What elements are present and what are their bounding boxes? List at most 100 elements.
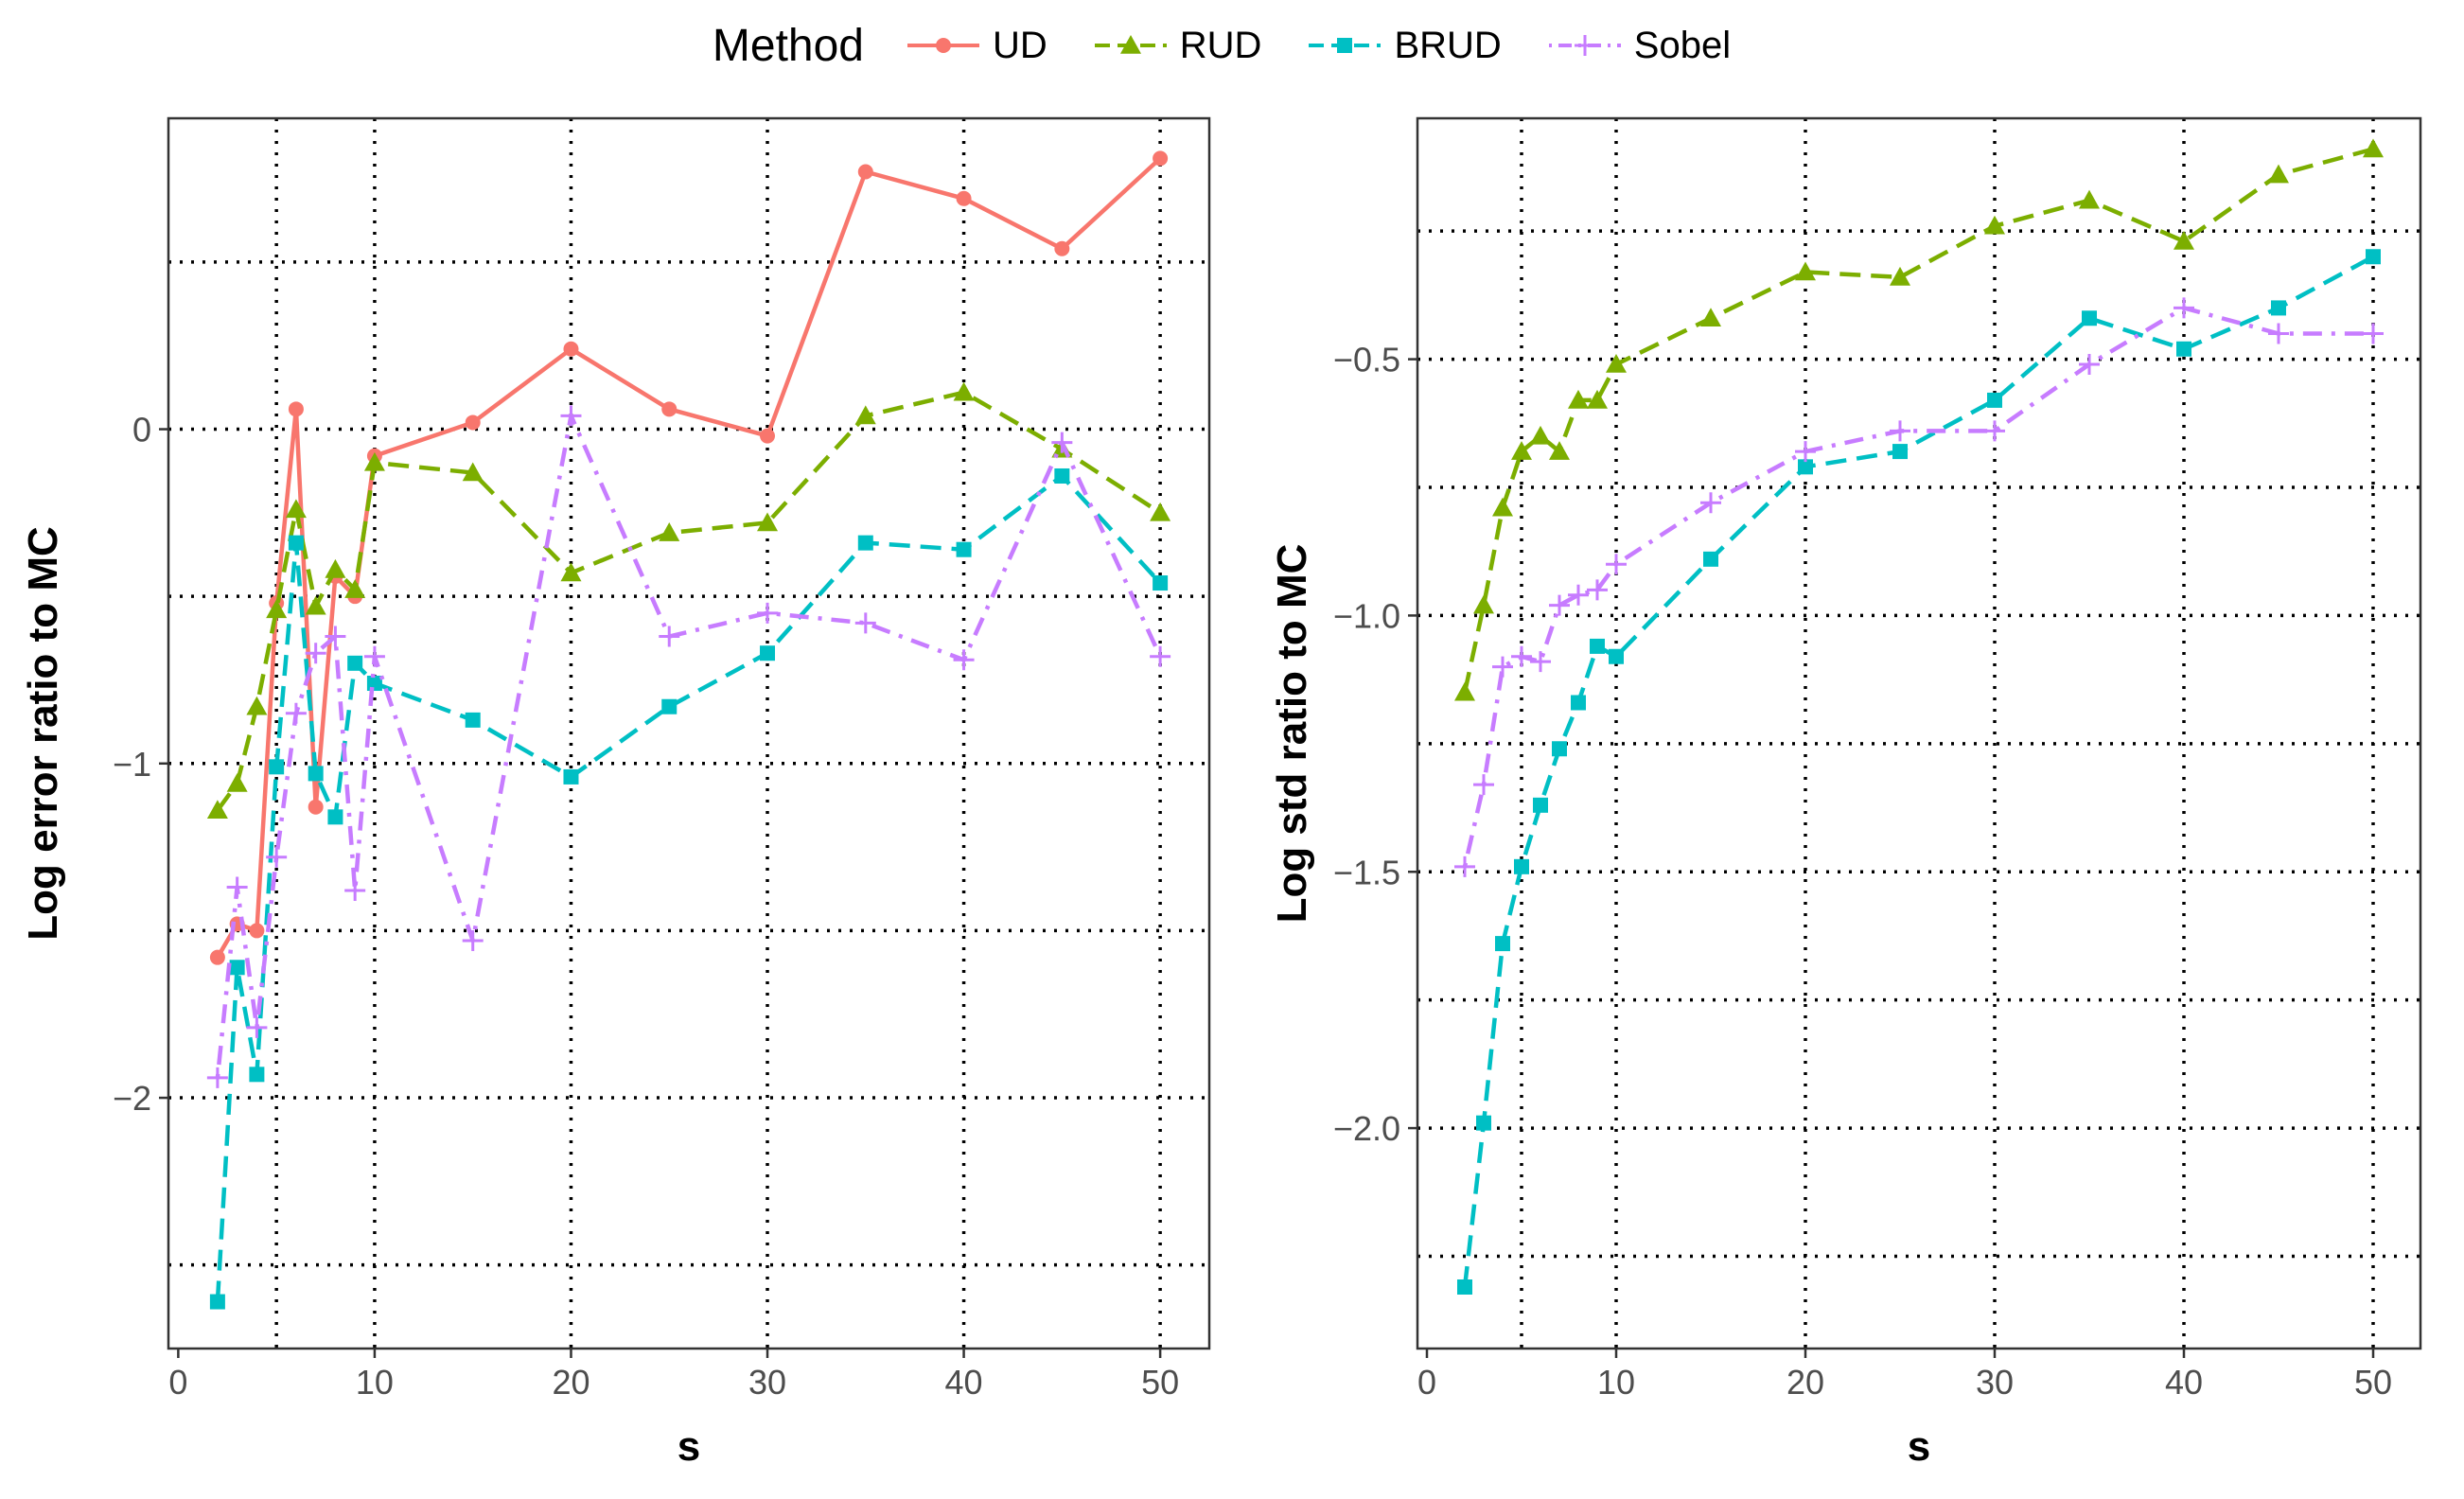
data-point-sobel <box>659 626 680 647</box>
data-point-rud <box>1473 594 1494 614</box>
series-brud <box>209 467 1169 1310</box>
legend-marker-sobel <box>1574 35 1595 56</box>
grid <box>168 118 1209 1349</box>
data-point-rud <box>1150 502 1171 521</box>
data-point-rud <box>1984 215 2005 235</box>
data-point-sobel <box>1454 855 1475 877</box>
data-point-rud <box>2268 164 2289 184</box>
x-tick-label: 20 <box>1786 1363 1824 1402</box>
data-point-rud <box>1492 497 1513 517</box>
y-tick-label: −1.5 <box>1333 853 1400 891</box>
data-point-brud <box>347 655 363 671</box>
legend-marker-brud <box>1337 38 1353 53</box>
y-tick-label: −2 <box>113 1079 151 1118</box>
data-point-sobel <box>2079 354 2100 375</box>
data-point-sobel <box>325 626 346 647</box>
legend-item-sobel: Sobel <box>1547 25 1751 67</box>
axes: 0 10 20 30 40 50 −2 −1 0 <box>113 411 1179 1402</box>
data-point-rud <box>246 696 268 715</box>
data-point-sobel <box>285 702 307 724</box>
data-point-rud <box>560 562 582 582</box>
legend-label-sobel: Sobel <box>1633 24 1732 66</box>
data-point-sobel <box>854 612 876 634</box>
data-point-sobel <box>1473 774 1494 796</box>
y-axis-title: Log std ratio to MC <box>1269 544 1315 924</box>
data-point-sobel <box>1492 656 1513 678</box>
data-point-rud <box>1795 261 1816 281</box>
y-tick-label: −2.0 <box>1333 1109 1400 1148</box>
data-point-brud <box>563 768 579 785</box>
x-tick-label: 30 <box>1976 1363 2014 1402</box>
x-axis-title: s <box>1908 1423 1930 1470</box>
data-point-brud <box>308 766 324 782</box>
data-point-sobel <box>246 1016 268 1038</box>
data-point-brud <box>269 759 285 775</box>
data-point-sobel <box>1606 554 1627 575</box>
x-axis-title: s <box>678 1423 700 1470</box>
legend-label-rud: RUD <box>1179 24 1262 66</box>
data-point-brud <box>288 535 304 551</box>
data-point-rud <box>953 381 975 401</box>
data-point-brud <box>209 1294 225 1310</box>
data-point-rud <box>266 599 288 619</box>
data-point-rud <box>659 522 680 541</box>
data-point-brud <box>1987 392 2002 408</box>
data-point-sobel <box>305 643 326 664</box>
data-point-ud <box>563 341 579 357</box>
data-point-sobel <box>2174 297 2194 319</box>
data-point-rud <box>363 451 385 471</box>
data-point-rud <box>2079 189 2100 209</box>
data-point-sobel <box>226 876 248 898</box>
legend-label-ud: UD <box>993 24 1047 66</box>
x-tick-label: 0 <box>168 1363 187 1402</box>
data-point-brud <box>1590 638 1605 654</box>
data-point-sobel <box>1530 651 1551 673</box>
data-point-ud <box>308 799 324 815</box>
data-point-ud <box>209 949 225 965</box>
legend-key-ud <box>907 38 979 53</box>
data-point-rud <box>854 405 876 425</box>
data-point-sobel <box>1700 492 1721 514</box>
data-point-sobel <box>363 645 385 667</box>
data-point-brud <box>661 698 678 714</box>
data-point-brud <box>1552 741 1567 757</box>
data-point-brud <box>1054 467 1070 484</box>
legend-item-ud: UD <box>906 25 1068 67</box>
data-point-rud <box>1454 681 1475 701</box>
data-point-ud <box>288 401 304 417</box>
legend-key-brud <box>1309 38 1382 53</box>
data-point-ud <box>956 190 972 206</box>
data-point-brud <box>1798 459 1813 475</box>
data-point-sobel <box>757 602 779 624</box>
series-line-brud <box>1462 255 2375 1288</box>
x-tick-label: 40 <box>945 1363 983 1402</box>
data-point-rud <box>2174 231 2194 250</box>
x-tick-label: 10 <box>1597 1363 1635 1402</box>
series-sobel <box>1454 297 2384 877</box>
x-tick-label: 20 <box>552 1363 590 1402</box>
data-point-rud <box>206 800 228 820</box>
data-point-brud <box>1514 858 1529 874</box>
data-point-brud <box>1571 695 1586 711</box>
data-point-rud <box>1700 308 1721 327</box>
legend-key-sobel <box>1548 35 1621 56</box>
legend-key-rud <box>1094 35 1167 54</box>
data-point-sobel <box>1150 645 1171 667</box>
legend-marker-ud <box>936 38 951 53</box>
data-point-sobel <box>462 930 484 952</box>
data-point-brud <box>1609 648 1624 664</box>
data-point-rud <box>285 499 307 519</box>
x-tick-label: 10 <box>356 1363 394 1402</box>
data-point-rud <box>305 595 326 615</box>
data-point-brud <box>327 809 343 825</box>
data-point-sobel <box>1587 579 1608 601</box>
data-point-rud <box>1587 389 1608 409</box>
data-point-rud <box>1890 266 1910 286</box>
x-tick-label: 30 <box>748 1363 786 1402</box>
y-axis-title: Log error ratio to MC <box>20 526 66 941</box>
legend: Method UD RUD BRUD Sobel <box>0 8 2464 83</box>
data-point-rud <box>1549 441 1570 460</box>
